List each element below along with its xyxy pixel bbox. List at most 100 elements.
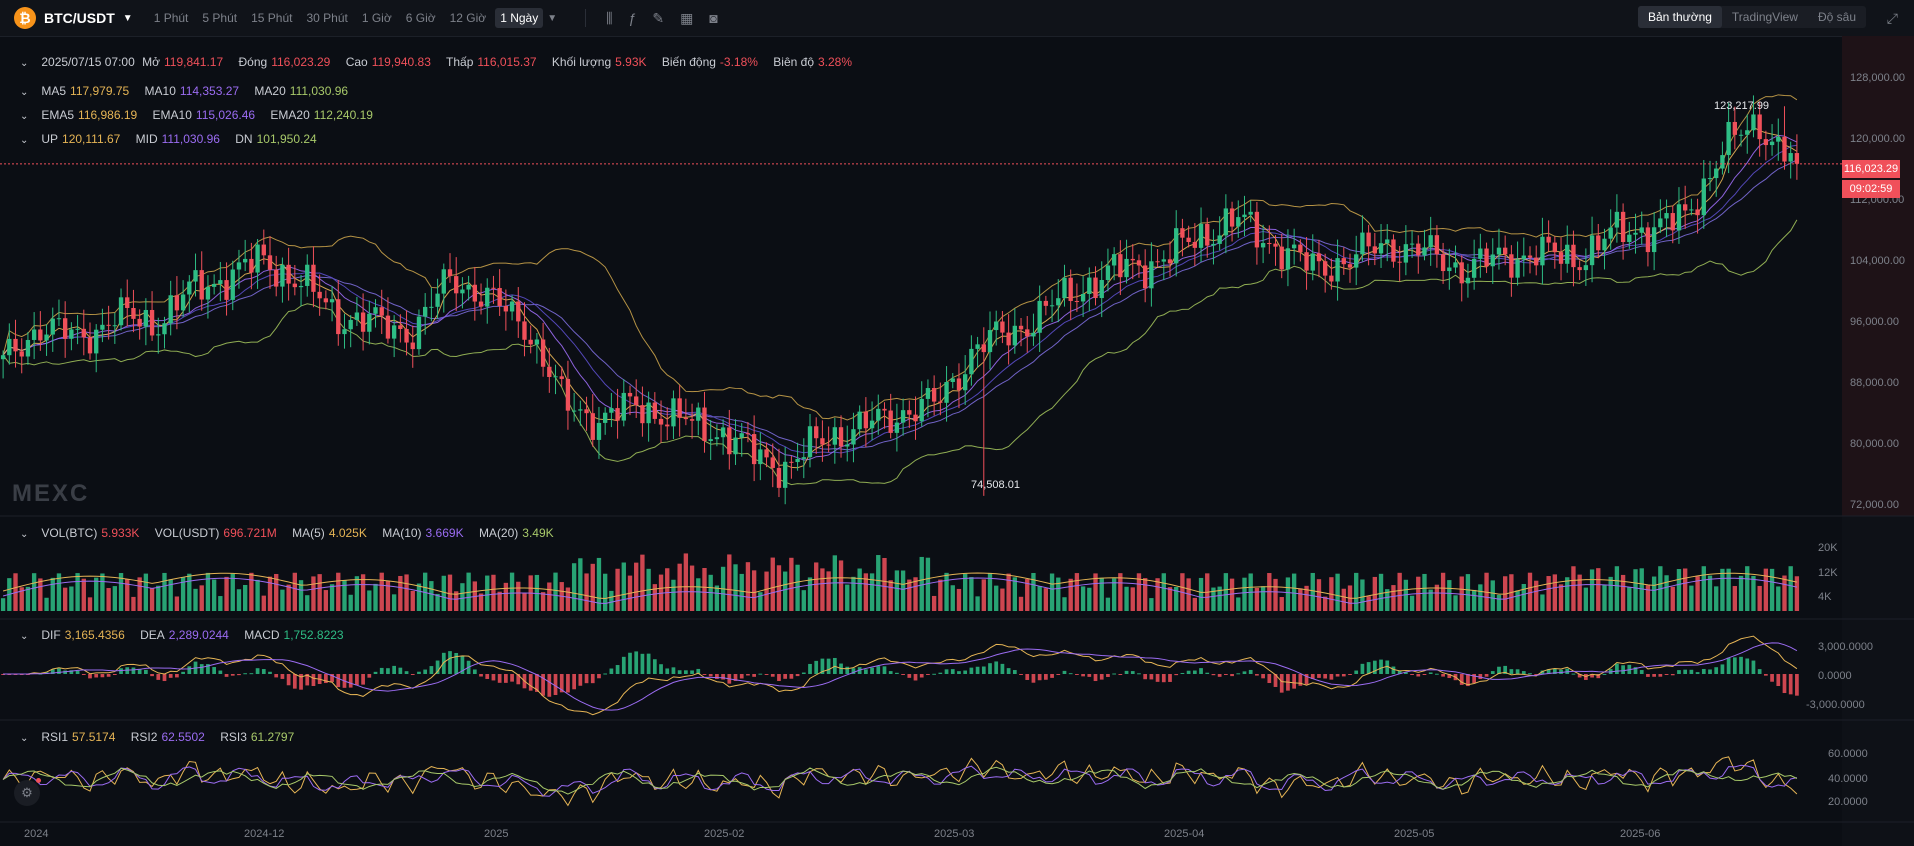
- volume-bar: [640, 554, 645, 611]
- interval-15m[interactable]: 15 Phút: [251, 11, 293, 25]
- boll-dn-label: DN: [235, 132, 253, 146]
- candle-body: [317, 291, 322, 299]
- volume-bar: [534, 574, 540, 611]
- macd-histogram-bar: [882, 666, 887, 674]
- candle-body: [1627, 234, 1632, 243]
- countdown-tag: 09:02:59: [1842, 180, 1900, 198]
- collapse-icon[interactable]: ⌄: [20, 135, 29, 146]
- volume-bar: [1633, 569, 1638, 611]
- pair-selector[interactable]: BTC/USDT: [44, 10, 115, 26]
- macd-histogram-bar: [559, 674, 564, 693]
- volume-bar: [180, 577, 186, 611]
- volume-bar: [1751, 575, 1756, 611]
- rsi-tick: 60.0000: [1828, 748, 1868, 760]
- interval-1m[interactable]: 1 Phút: [153, 11, 189, 25]
- candle-date: 2025/07/15 07:00: [41, 55, 135, 69]
- interval-more-icon[interactable]: ▼: [547, 12, 558, 24]
- candle-body: [50, 318, 55, 335]
- volume-bar: [342, 580, 347, 611]
- collapse-icon[interactable]: ⌄: [20, 733, 29, 744]
- volume-bar: [441, 575, 446, 611]
- ma10-label: MA10: [144, 84, 176, 98]
- interval-12h[interactable]: 12 Giờ: [449, 11, 487, 25]
- chevron-down-icon[interactable]: ▼: [122, 12, 133, 24]
- macd-histogram-bar: [895, 672, 899, 674]
- candle-body: [1645, 227, 1651, 253]
- vol-ma10-line: [2, 577, 1798, 604]
- candle-body: [540, 339, 546, 367]
- layout-icon[interactable]: ▦: [680, 9, 694, 26]
- interval-30m[interactable]: 30 Phút: [306, 11, 348, 25]
- candle-body: [677, 398, 682, 418]
- macd-histogram-bar: [969, 667, 974, 674]
- view-depth[interactable]: Độ sâu: [1817, 10, 1856, 24]
- boll-dn-value: 101,950.24: [256, 132, 317, 146]
- macd-histogram-bar: [1304, 674, 1309, 685]
- volume-bar: [491, 574, 496, 611]
- candle-body: [0, 355, 6, 360]
- price-axis-highlight: [1842, 36, 1914, 516]
- volume-bar: [919, 556, 924, 611]
- collapse-icon[interactable]: ⌄: [20, 58, 29, 69]
- chart-settings-icon[interactable]: ⚙: [14, 780, 40, 806]
- candle-body: [193, 270, 198, 282]
- candle-body: [1130, 258, 1135, 261]
- view-tradingview[interactable]: TradingView: [1731, 10, 1798, 24]
- macd-histogram-bar: [75, 670, 80, 674]
- price-tick: 96,000.00: [1850, 316, 1899, 328]
- candle-body: [1583, 265, 1589, 271]
- volume-bar: [745, 562, 751, 611]
- interval-1d[interactable]: 1 Ngày: [495, 8, 544, 28]
- macd-histogram-bar: [528, 674, 533, 691]
- volume-bar: [702, 567, 707, 611]
- macd-histogram-bar: [1006, 668, 1011, 674]
- collapse-icon[interactable]: ⌄: [20, 529, 29, 540]
- candle-body: [1037, 300, 1042, 333]
- macd-histogram-bar: [1205, 672, 1210, 674]
- macd-histogram-bar: [1559, 669, 1563, 674]
- candle-body: [1180, 228, 1185, 238]
- macd-histogram-bar: [1174, 674, 1179, 676]
- macd-histogram-bar: [398, 667, 403, 674]
- fullscreen-icon[interactable]: ⤢: [1886, 10, 1898, 26]
- interval-1h[interactable]: 1 Giờ: [361, 11, 392, 25]
- volume-bar: [391, 594, 397, 611]
- rsi3-label: RSI3: [220, 730, 247, 744]
- collapse-icon[interactable]: ⌄: [20, 87, 29, 98]
- view-standard[interactable]: Bản thường: [1637, 6, 1722, 28]
- macd-histogram-bar: [1770, 674, 1774, 682]
- volume-bar: [1323, 596, 1328, 611]
- candle-body: [423, 306, 428, 317]
- interval-5m[interactable]: 5 Phút: [202, 11, 238, 25]
- volume-bar: [1447, 580, 1452, 611]
- macd-histogram-bar: [932, 673, 936, 675]
- volume-bar: [739, 573, 744, 611]
- macd-histogram-bar: [510, 674, 514, 682]
- candle-body: [1254, 211, 1260, 248]
- interval-6h[interactable]: 6 Giờ: [405, 11, 436, 25]
- volume-bar: [1273, 578, 1278, 611]
- ema5-value: 116,986.19: [78, 108, 138, 122]
- volume-bar: [1105, 597, 1111, 611]
- volume-bar: [1279, 597, 1284, 611]
- x-tick: 2025-05: [1394, 828, 1435, 840]
- candle-body: [168, 295, 173, 324]
- draw-icon[interactable]: ✎: [652, 9, 665, 26]
- volume-bar: [509, 572, 515, 611]
- collapse-icon[interactable]: ⌄: [20, 111, 29, 122]
- candle-type-icon[interactable]: ⫼: [606, 9, 613, 26]
- macd-histogram-bar: [553, 674, 558, 696]
- macd-histogram-bar: [1273, 674, 1278, 687]
- macd-histogram-bar: [665, 668, 670, 674]
- candle-body: [156, 334, 161, 336]
- volume-bar: [1552, 574, 1557, 611]
- candle-body: [236, 262, 242, 270]
- kline-chart[interactable]: [0, 36, 1914, 846]
- camera-icon[interactable]: ◙: [709, 10, 718, 26]
- macd-histogram-bar: [50, 669, 55, 674]
- macd-histogram-bar: [957, 671, 961, 674]
- volume-bar: [317, 574, 322, 611]
- candle-body: [1683, 204, 1688, 211]
- indicator-icon[interactable]: ƒ: [628, 10, 637, 26]
- collapse-icon[interactable]: ⌄: [20, 631, 29, 642]
